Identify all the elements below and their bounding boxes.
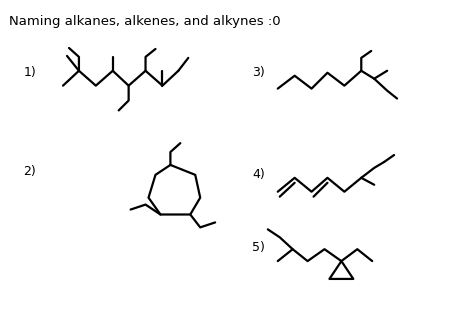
Text: 4): 4) — [252, 168, 264, 181]
Text: Naming alkanes, alkenes, and alkynes :0: Naming alkanes, alkenes, and alkynes :0 — [9, 15, 281, 28]
Text: 3): 3) — [252, 66, 264, 79]
Text: 5): 5) — [252, 241, 265, 254]
Text: 2): 2) — [23, 165, 36, 178]
Text: 1): 1) — [23, 66, 36, 79]
